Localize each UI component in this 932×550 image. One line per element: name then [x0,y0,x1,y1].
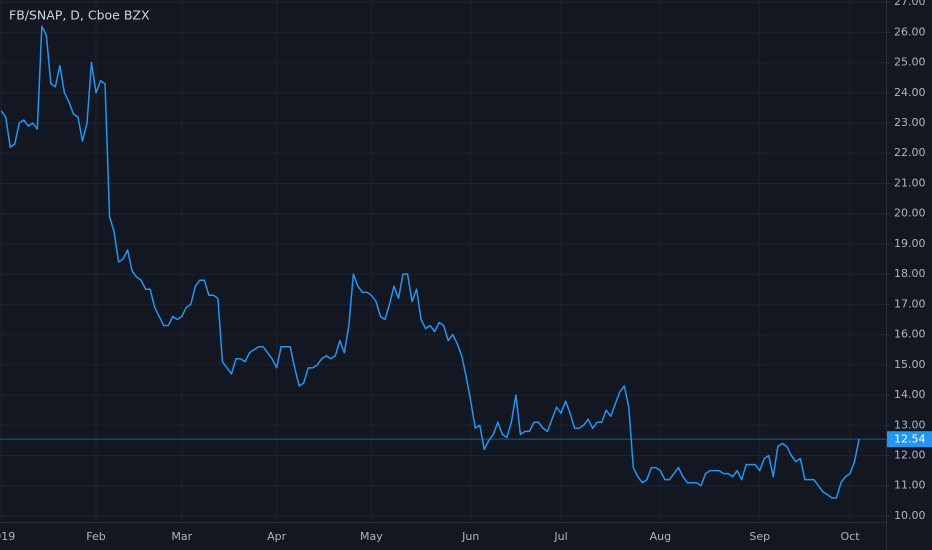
y-tick-label: 13.00 [894,418,926,431]
y-tick-label: 21.00 [894,176,926,189]
x-tick-label: Feb [86,530,105,543]
x-tick-label: May [360,530,383,543]
y-tick-label: 10.00 [894,509,926,522]
x-tick-label: 2019 [0,530,15,543]
x-tick-label: Aug [650,530,671,543]
y-tick-label: 18.00 [894,267,926,280]
y-tick-label: 17.00 [894,297,926,310]
y-tick-label: 19.00 [894,237,926,250]
y-tick-label: 20.00 [894,207,926,220]
x-tick-label: Jul [553,530,567,543]
y-tick-label: 26.00 [894,25,926,38]
y-tick-label: 24.00 [894,86,926,99]
x-tick-label: Sep [749,530,770,543]
y-tick-label: 14.00 [894,388,926,401]
x-tick-label: Mar [171,530,192,543]
y-tick-label: 25.00 [894,56,926,69]
last-price-box [887,431,932,448]
y-tick-label: 15.00 [894,358,926,371]
y-tick-label: 22.00 [894,146,926,159]
y-tick-label: 11.00 [894,479,926,492]
y-tick-label: 12.00 [894,449,926,462]
y-tick-label: 23.00 [894,116,926,129]
x-tick-label: Apr [267,530,287,543]
price-line [0,25,860,499]
plot [0,25,886,499]
y-tick-label: 27.00 [894,0,926,8]
x-tick-label: Oct [841,530,861,543]
x-tick-label: Jun [461,530,479,543]
chart-title: FB/SNAP, D, Cboe BZX [9,8,150,23]
y-tick-label: 16.00 [894,328,926,341]
last-price-label: 12.54 [894,433,926,446]
grid [0,0,886,522]
